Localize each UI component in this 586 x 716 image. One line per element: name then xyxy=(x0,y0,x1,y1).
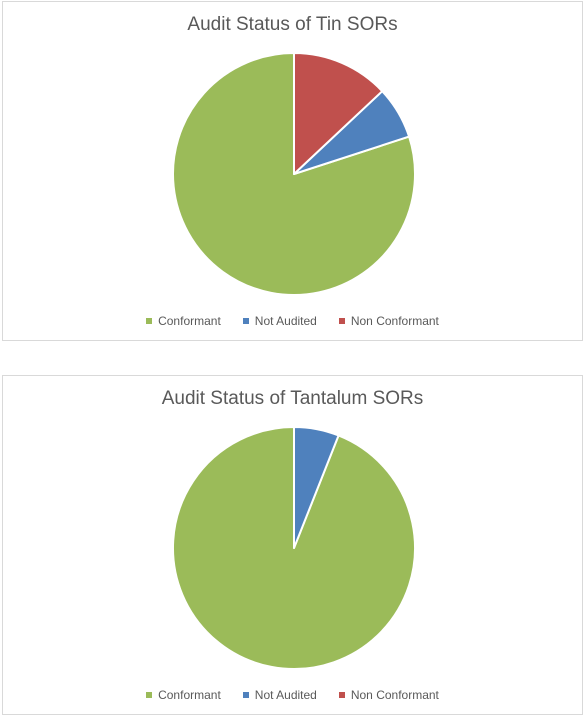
legend-item-non-conformant: Non Conformant xyxy=(338,314,439,328)
legend-item-conformant: Conformant xyxy=(146,688,221,702)
legend-swatch xyxy=(146,692,153,698)
legend-item-not-audited: Not Audited xyxy=(242,314,317,328)
legend: Conformant Not Audited Non Conformant xyxy=(3,314,582,328)
tantalum-pie xyxy=(172,426,416,670)
legend-label: Not Audited xyxy=(254,688,317,702)
tantalum-chart-panel: Audit Status of Tantalum SORs Conformant… xyxy=(2,375,583,715)
legend-swatch xyxy=(338,692,345,698)
legend-label: Not Audited xyxy=(254,314,317,328)
legend-label: Conformant xyxy=(158,314,221,328)
chart-title: Audit Status of Tantalum SORs xyxy=(161,388,424,409)
chart-title: Audit Status of Tin SORs xyxy=(187,14,398,35)
legend-label: Non Conformant xyxy=(350,314,439,328)
legend-swatch xyxy=(242,692,249,698)
legend-label: Non Conformant xyxy=(350,688,439,702)
legend-swatch xyxy=(338,318,345,324)
legend-swatch xyxy=(242,318,249,324)
legend-item-non-conformant: Non Conformant xyxy=(338,688,439,702)
tin-pie xyxy=(172,52,416,296)
pie-slice-non-conformant xyxy=(293,52,384,175)
legend-label: Conformant xyxy=(158,688,221,702)
legend-item-not-audited: Not Audited xyxy=(242,688,317,702)
tin-chart-panel: Audit Status of Tin SORs Conformant Not … xyxy=(2,1,583,341)
legend-item-conformant: Conformant xyxy=(146,314,221,328)
legend: Conformant Not Audited Non Conformant xyxy=(3,688,582,702)
pie-slice-not-audited xyxy=(293,426,340,549)
legend-swatch xyxy=(146,318,153,324)
